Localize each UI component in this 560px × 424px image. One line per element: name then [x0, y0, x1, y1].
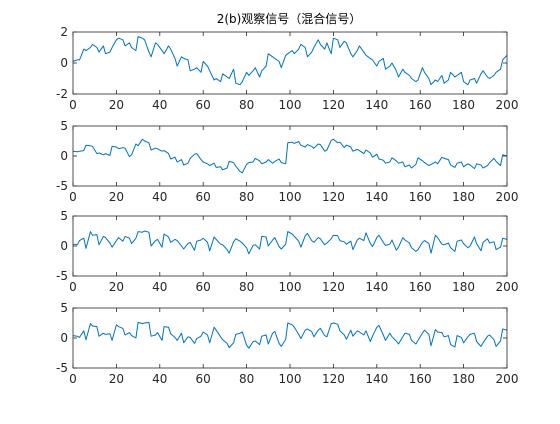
x-tick-label: 180: [452, 372, 475, 386]
x-tick-label: 40: [152, 98, 167, 112]
x-tick-label: 200: [496, 280, 519, 294]
x-tick-label: 140: [365, 98, 388, 112]
x-tick-label: 100: [279, 98, 302, 112]
x-tick-label: 0: [69, 190, 77, 204]
x-tick-label: 0: [69, 372, 77, 386]
x-tick-label: 100: [279, 190, 302, 204]
x-tick-label: 160: [409, 372, 432, 386]
x-tick-label: 120: [322, 98, 345, 112]
x-tick-label: 160: [409, 190, 432, 204]
x-tick-label: 80: [239, 372, 254, 386]
x-tick-label: 80: [239, 98, 254, 112]
x-tick-label: 40: [152, 280, 167, 294]
x-tick-label: 180: [452, 98, 475, 112]
x-tick-label: 180: [452, 280, 475, 294]
x-tick-label: 140: [365, 372, 388, 386]
x-tick-label: 200: [496, 98, 519, 112]
y-tick-label: -5: [56, 361, 68, 375]
y-tick-label: 0: [60, 331, 68, 345]
x-tick-label: 100: [279, 280, 302, 294]
y-tick-label: 0: [60, 239, 68, 253]
x-tick-label: 140: [365, 280, 388, 294]
x-tick-label: 120: [322, 190, 345, 204]
x-tick-label: 160: [409, 280, 432, 294]
x-tick-label: 80: [239, 190, 254, 204]
x-tick-label: 60: [196, 98, 211, 112]
figure-title: 2(b)观察信号（混合信号）: [217, 11, 362, 26]
subplot-3: 0 20 40 60 80 100 120 140 160 180 200-505: [56, 209, 518, 294]
y-tick-label: 0: [60, 56, 68, 70]
y-tick-label: -5: [56, 269, 68, 283]
x-tick-label: 160: [409, 98, 432, 112]
x-tick-label: 0: [69, 98, 77, 112]
subplot-2: 0 20 40 60 80 100 120 140 160 180 200-505: [56, 119, 518, 204]
x-tick-label: 20: [109, 372, 124, 386]
x-tick-label: 180: [452, 190, 475, 204]
x-tick-label: 100: [279, 372, 302, 386]
x-tick-label: 80: [239, 280, 254, 294]
x-tick-label: 60: [196, 190, 211, 204]
x-tick-label: 200: [496, 190, 519, 204]
y-tick-label: 0: [60, 149, 68, 163]
x-tick-label: 200: [496, 372, 519, 386]
x-tick-label: 40: [152, 372, 167, 386]
y-tick-label: -5: [56, 179, 68, 193]
x-tick-label: 120: [322, 280, 345, 294]
x-tick-label: 20: [109, 190, 124, 204]
y-tick-label: 5: [60, 301, 68, 315]
series-line-3-1: [72, 230, 508, 255]
x-tick-label: 60: [196, 372, 211, 386]
x-tick-label: 20: [109, 280, 124, 294]
subplot-4: 0 20 40 60 80 100 120 140 160 180 200-505: [56, 301, 518, 386]
x-tick-label: 140: [365, 190, 388, 204]
y-tick-label: 5: [60, 209, 68, 223]
x-tick-label: 0: [69, 280, 77, 294]
y-tick-label: 5: [60, 119, 68, 133]
x-tick-label: 20: [109, 98, 124, 112]
series-line-2-1: [72, 138, 508, 174]
subplot-1: 0 20 40 60 80 100 120 140 160 180 200-202: [56, 25, 518, 112]
series-line-4-1: [72, 321, 508, 349]
series-line-1-1: [72, 36, 508, 86]
y-tick-label: -2: [56, 87, 68, 101]
x-tick-label: 60: [196, 280, 211, 294]
x-tick-label: 120: [322, 372, 345, 386]
y-tick-label: 2: [60, 25, 68, 39]
x-tick-label: 40: [152, 190, 167, 204]
